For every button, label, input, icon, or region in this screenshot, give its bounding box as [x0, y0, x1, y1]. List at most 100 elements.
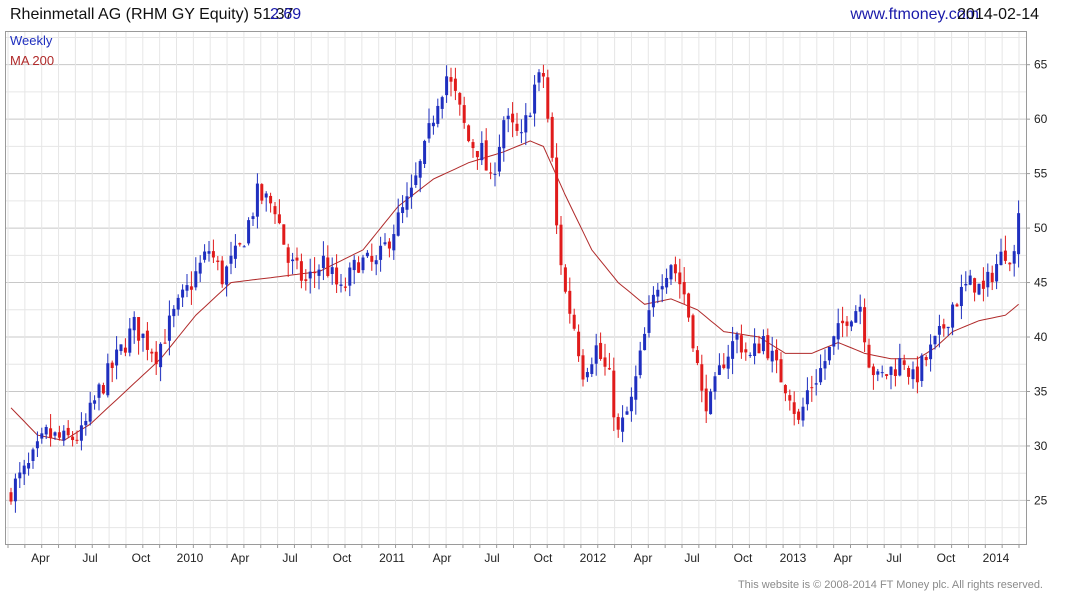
- candle-body: [88, 402, 92, 422]
- candle: [497, 134, 501, 177]
- x-tick-label: 2012: [580, 551, 607, 565]
- x-tick-label: Jul: [684, 551, 699, 565]
- candle: [304, 269, 308, 291]
- candle-body: [735, 334, 739, 340]
- candle: [238, 242, 242, 247]
- candle: [621, 405, 625, 443]
- candle-body: [955, 304, 959, 307]
- candle-body: [357, 262, 361, 273]
- candle-body: [299, 261, 303, 281]
- candle-body: [238, 243, 242, 245]
- site-link[interactable]: www.ftmoney.com: [850, 6, 979, 23]
- candle-body: [603, 357, 607, 367]
- candle: [981, 267, 985, 302]
- candle: [713, 372, 717, 400]
- candle: [115, 336, 119, 380]
- candle-body: [145, 330, 149, 350]
- candle-body: [805, 390, 809, 405]
- candle: [902, 354, 906, 370]
- candle-body: [66, 427, 70, 436]
- candle: [761, 329, 765, 355]
- candle-body: [744, 349, 748, 353]
- candle: [203, 244, 207, 263]
- candle: [97, 382, 101, 411]
- candle: [858, 294, 862, 325]
- candle-body: [49, 428, 53, 439]
- candle: [22, 459, 26, 486]
- x-tick-label: 2011: [379, 551, 405, 565]
- candle: [330, 257, 334, 285]
- candle: [49, 414, 53, 447]
- candle-body: [176, 297, 180, 310]
- x-tick-label: Oct: [333, 551, 352, 565]
- y-axis: 25 30 35 40 45 50 55 60 65: [1026, 58, 1048, 507]
- candle-body: [669, 265, 673, 280]
- candle: [753, 328, 757, 365]
- candle-body: [823, 361, 827, 369]
- candle: [783, 384, 787, 402]
- candle: [722, 353, 726, 370]
- candle: [625, 406, 629, 416]
- candle: [374, 255, 378, 276]
- candle-body: [990, 272, 994, 283]
- candle-body: [1017, 213, 1021, 255]
- candle-body: [383, 242, 387, 245]
- ma200-line: [10, 140, 1019, 442]
- candle-body: [295, 257, 299, 261]
- candle: [854, 305, 858, 323]
- candle: [57, 425, 61, 441]
- candle: [194, 257, 198, 291]
- candle-body: [704, 388, 708, 412]
- candle-body: [62, 430, 66, 441]
- candle: [682, 267, 686, 305]
- candle-body: [660, 286, 664, 290]
- candle-body: [40, 433, 44, 439]
- candle-body: [101, 385, 105, 394]
- candle-body: [739, 335, 743, 353]
- candle-body: [22, 465, 26, 475]
- candle-body: [330, 267, 334, 274]
- candle-body: [924, 357, 928, 361]
- candle-body: [159, 343, 163, 368]
- candle: [845, 315, 849, 337]
- candle: [154, 341, 158, 375]
- x-tick-label: Oct: [132, 551, 151, 565]
- candle-body: [937, 325, 941, 335]
- candle: [493, 162, 497, 187]
- candle: [423, 139, 427, 168]
- candle-body: [581, 355, 585, 380]
- candle-body: [497, 146, 501, 172]
- candle: [695, 345, 699, 366]
- candle: [282, 224, 286, 245]
- y-tick-label: 50: [1034, 221, 1048, 235]
- candle: [726, 344, 730, 379]
- candle: [766, 328, 770, 361]
- candle: [849, 320, 853, 332]
- candle: [907, 365, 911, 385]
- candle: [541, 64, 545, 88]
- candle: [242, 245, 246, 248]
- candle-body: [401, 207, 405, 214]
- candle: [176, 294, 180, 316]
- candle: [968, 269, 972, 286]
- candle-body: [282, 224, 286, 245]
- candle: [163, 329, 167, 344]
- candle: [264, 191, 268, 212]
- candle-body: [35, 441, 39, 449]
- plot-frame: [5, 31, 1027, 545]
- candle-body: [621, 417, 625, 432]
- candle: [744, 342, 748, 361]
- candle-body: [260, 184, 264, 201]
- candle: [876, 368, 880, 382]
- candle-body: [251, 216, 255, 219]
- candle: [775, 339, 779, 374]
- candle: [128, 318, 132, 357]
- candle: [392, 224, 396, 260]
- x-tick-label: Jul: [484, 551, 499, 565]
- chart-date: 2014-02-14: [957, 6, 1039, 23]
- candle-body: [673, 264, 677, 274]
- candle-body: [722, 364, 726, 369]
- candle: [53, 431, 57, 440]
- candle: [440, 95, 444, 119]
- candle-body: [629, 396, 633, 412]
